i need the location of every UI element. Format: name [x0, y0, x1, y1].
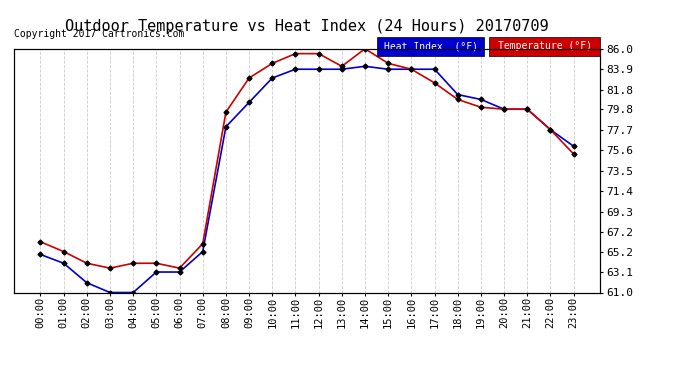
Text: Copyright 2017 Cartronics.com: Copyright 2017 Cartronics.com: [14, 29, 184, 39]
Title: Outdoor Temperature vs Heat Index (24 Hours) 20170709: Outdoor Temperature vs Heat Index (24 Ho…: [66, 19, 549, 34]
